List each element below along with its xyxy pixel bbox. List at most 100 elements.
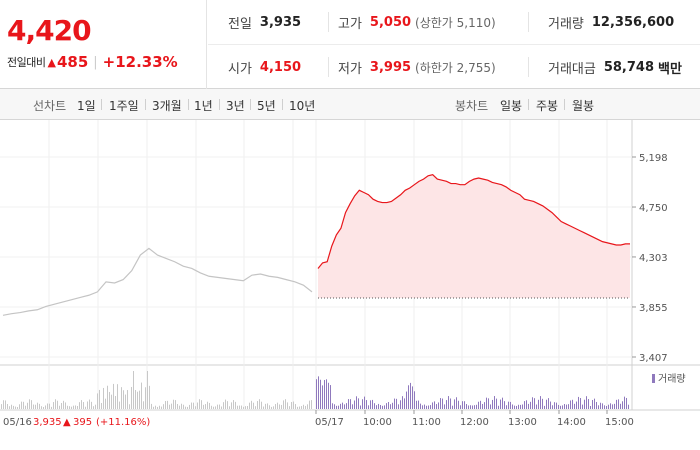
volume-bar [580, 398, 581, 409]
volume-bar [470, 405, 471, 409]
candle-daily[interactable]: 일봉 [500, 99, 523, 113]
volume-bar [556, 402, 557, 409]
volume-bar [291, 401, 292, 409]
volume-bar [552, 405, 553, 409]
turnover-cell: 거래대금 58,748 백만 [548, 45, 682, 89]
quote-panel: 4,420 전일대비 ▲ 485 | +12.33% 전일 3,935 고가 5… [0, 0, 700, 89]
volume-bar [273, 406, 274, 409]
low-value: 3,995 [369, 59, 412, 75]
candle-weekly[interactable]: 주봉 [536, 99, 559, 113]
volume-bar [131, 386, 132, 409]
divider [528, 57, 529, 77]
period-3month[interactable]: 3개월 [152, 99, 182, 113]
volume-bar [374, 403, 375, 409]
volume-bar [145, 387, 146, 409]
volume-bar [133, 371, 134, 409]
volume-bar [43, 406, 44, 409]
period-1day[interactable]: 1일 [77, 99, 96, 113]
volume-bar [414, 391, 415, 409]
volume-bar [610, 403, 611, 409]
volume-bar [61, 403, 62, 409]
divider [528, 12, 529, 32]
volume-bar [213, 406, 214, 409]
y-tick-label: 4,750 [639, 203, 668, 214]
volume-bar [480, 400, 481, 409]
x-tick-label: 10:00 [363, 417, 392, 428]
volume-bar [295, 404, 296, 409]
volume-bar [287, 402, 288, 409]
divider [564, 99, 565, 110]
volume-bar [221, 406, 222, 409]
volume-bar [299, 406, 300, 409]
period-5year[interactable]: 5년 [257, 99, 276, 113]
volume-bar [21, 401, 22, 409]
period-1week[interactable]: 1주일 [109, 99, 139, 113]
volume-bar [454, 399, 455, 409]
volume-bar [41, 406, 42, 409]
up-triangle-icon: ▲ [63, 417, 71, 428]
volume-bar [492, 399, 493, 409]
volume-value: 12,356,600 [591, 14, 675, 30]
period-1year[interactable]: 1년 [194, 99, 213, 113]
volume-bar [578, 396, 579, 409]
volume-bar [5, 400, 6, 409]
volume-bar [320, 379, 321, 409]
candle-monthly[interactable]: 월봉 [572, 99, 595, 113]
volume-bar [193, 402, 194, 409]
volume-bar [430, 405, 431, 409]
volume-bar [434, 401, 435, 409]
volume-bar [121, 387, 122, 409]
volume-bar [540, 396, 541, 409]
volume-bar [293, 401, 294, 409]
volume-bar [165, 401, 166, 409]
volume-bar [406, 391, 407, 409]
volume-bar [75, 405, 76, 409]
line-chart-label: 선차트 [33, 99, 67, 113]
volume-bar [65, 402, 66, 409]
volume-bar [336, 405, 337, 409]
divider [188, 99, 189, 110]
volume-bar [115, 396, 116, 409]
y-axis: 5,198 4,750 4,303 3,855 3,407 [632, 153, 668, 364]
volume-bar [227, 401, 228, 409]
volume-bar [432, 402, 433, 409]
volume-bar [408, 385, 409, 409]
volume-bar [410, 382, 411, 409]
period-10year[interactable]: 10년 [289, 99, 316, 113]
volume-bar [143, 401, 144, 409]
divider [328, 57, 329, 77]
volume-bar [518, 404, 519, 409]
volume-bar [358, 398, 359, 409]
volume-bar [464, 401, 465, 409]
volume-bar [384, 405, 385, 409]
volume-bar [504, 401, 505, 409]
volume-bar [29, 399, 30, 409]
volume-bar [388, 401, 389, 409]
period-3year[interactable]: 3년 [226, 99, 245, 113]
volume-bar [101, 403, 102, 409]
volume-bar [161, 406, 162, 409]
volume-bar [285, 399, 286, 409]
volume-bar [386, 403, 387, 409]
volume-bar [588, 399, 589, 409]
volume-bar [7, 403, 8, 409]
price-box: 4,420 전일대비 ▲ 485 | +12.33% [0, 0, 207, 89]
volume-bar [51, 406, 52, 409]
volume-bar [109, 391, 110, 409]
volume-bar [311, 400, 312, 409]
change-percent: +12.33% [102, 53, 178, 71]
prev-close-label: 전일 [228, 16, 252, 32]
prev-day-layer [2, 247, 313, 316]
volume-bar [231, 402, 232, 409]
volume-bar [424, 404, 425, 409]
volume-bar [510, 401, 511, 409]
volume-bar [229, 406, 230, 409]
volume-bar [526, 400, 527, 409]
upper-limit: (상한가 5,110) [415, 15, 496, 30]
volume-bar [77, 406, 78, 409]
stock-chart: 5,198 4,750 4,303 3,855 3,407 05/16 3,935 ▲ … [0, 120, 700, 450]
volume-bar [568, 404, 569, 409]
volume-bar [237, 405, 238, 409]
volume-bar [119, 401, 120, 409]
volume-bar [97, 393, 98, 409]
